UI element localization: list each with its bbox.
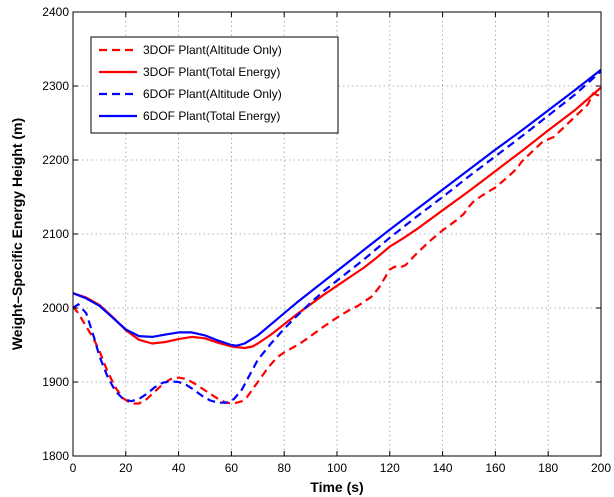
x-tick-label: 0	[70, 461, 77, 475]
legend-label: 6DOF Plant(Total Energy)	[143, 109, 280, 123]
legend-label: 6DOF Plant(Altitude Only)	[143, 87, 282, 101]
x-tick-label: 120	[380, 461, 400, 475]
series-line-4	[72, 68, 602, 347]
x-tick-label: 100	[327, 461, 347, 475]
x-tick-label: 200	[591, 461, 611, 475]
x-tick-label: 60	[225, 461, 239, 475]
y-tick-label: 2200	[42, 153, 69, 167]
series-lines	[72, 68, 602, 405]
y-axis-title: Weight–Specific Energy Height (m)	[9, 118, 25, 350]
legend-label: 3DOF Plant(Total Energy)	[143, 65, 280, 79]
x-tick-label: 180	[538, 461, 558, 475]
x-tick-label: 20	[119, 461, 133, 475]
x-tick-label: 40	[172, 461, 186, 475]
x-tick-label: 80	[278, 461, 292, 475]
y-tick-label: 1800	[42, 449, 69, 463]
legend-label: 3DOF Plant(Altitude Only)	[143, 43, 282, 57]
x-axis-title: Time (s)	[310, 479, 363, 495]
legend: 3DOF Plant(Altitude Only) 3DOF Plant(Tota…	[90, 36, 339, 134]
axis-ticks: 0 20 40 60 80 100 120 140 160 180 200 1800 1900 2000 2…	[42, 5, 611, 475]
series-line-2	[72, 86, 602, 350]
y-tick-label: 2100	[42, 227, 69, 241]
y-tick-label: 2300	[42, 79, 69, 93]
series-line-3	[72, 70, 602, 404]
y-tick-label: 1900	[42, 375, 69, 389]
y-tick-label: 2400	[42, 5, 69, 19]
series-line-1	[72, 92, 602, 405]
y-tick-label: 2000	[42, 301, 69, 315]
x-tick-label: 140	[433, 461, 453, 475]
x-tick-label: 160	[485, 461, 505, 475]
